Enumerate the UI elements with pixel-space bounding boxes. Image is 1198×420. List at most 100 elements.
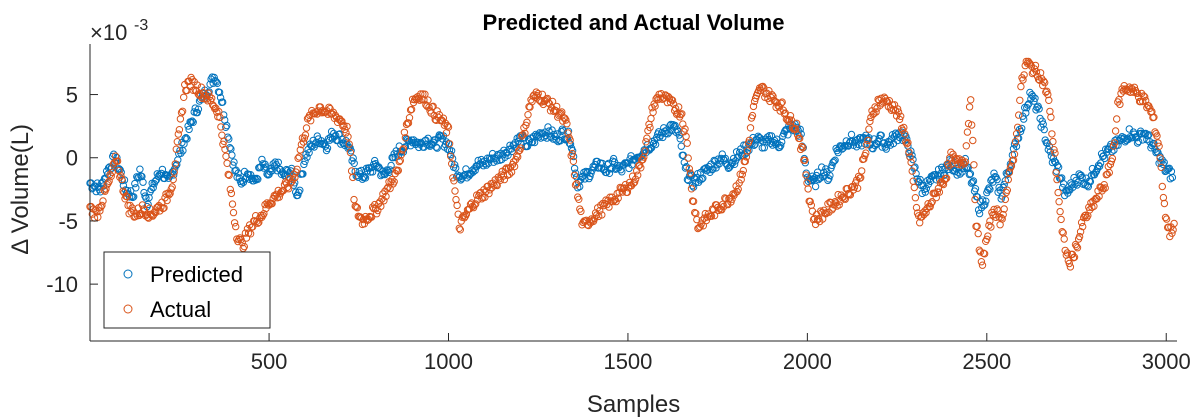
- point-actual: [343, 122, 351, 131]
- point-predicted: [559, 127, 567, 135]
- point-predicted: [299, 170, 307, 178]
- point-actual: [1045, 96, 1053, 105]
- point-actual: [451, 187, 459, 195]
- point-actual: [792, 119, 801, 128]
- point-actual: [777, 99, 785, 108]
- point-actual: [684, 154, 692, 162]
- point-predicted: [982, 197, 990, 205]
- point-predicted: [311, 140, 319, 148]
- point-actual: [94, 213, 102, 221]
- point-actual: [786, 112, 795, 120]
- point-actual: [738, 170, 746, 179]
- point-actual: [1139, 97, 1147, 106]
- point-actual: [174, 130, 183, 138]
- point-actual: [570, 171, 579, 180]
- point-predicted: [762, 138, 771, 146]
- point-actual: [728, 195, 736, 203]
- point-actual: [168, 183, 176, 191]
- point-actual: [216, 113, 224, 122]
- series-layer: [86, 57, 1178, 271]
- point-actual: [445, 140, 454, 148]
- legend-entry-actual: Actual: [150, 297, 211, 322]
- point-actual: [905, 148, 913, 156]
- point-actual: [651, 102, 659, 110]
- point-actual: [682, 132, 690, 141]
- point-predicted: [530, 138, 539, 147]
- point-actual: [609, 197, 617, 206]
- point-actual: [390, 178, 398, 186]
- x-axis-label: Samples: [587, 391, 680, 418]
- point-actual: [188, 76, 196, 84]
- point-predicted: [303, 153, 311, 161]
- point-actual: [773, 98, 781, 107]
- point-actual: [1140, 92, 1148, 100]
- point-actual: [960, 160, 968, 168]
- point-actual: [175, 126, 184, 134]
- point-actual: [1043, 87, 1051, 96]
- point-actual: [961, 158, 969, 166]
- point-actual: [107, 172, 115, 180]
- point-predicted: [1024, 101, 1032, 109]
- point-actual: [398, 146, 407, 154]
- point-actual: [462, 210, 471, 218]
- point-actual: [641, 147, 649, 155]
- point-predicted: [777, 141, 785, 150]
- axes-layer: 500 1000 1500 2000 2500 3000 -10 -5 0 5: [46, 44, 1191, 374]
- point-actual: [841, 195, 849, 203]
- point-actual: [790, 124, 799, 133]
- point-actual: [1041, 78, 1049, 87]
- point-predicted: [447, 147, 456, 155]
- point-predicted: [1134, 137, 1143, 146]
- point-predicted: [222, 123, 230, 132]
- point-actual: [630, 178, 639, 186]
- point-predicted: [958, 168, 966, 176]
- point-actual: [686, 169, 695, 177]
- point-actual: [98, 201, 106, 210]
- point-actual: [519, 131, 527, 139]
- point-actual: [1047, 113, 1055, 121]
- point-actual: [400, 128, 409, 137]
- point-actual: [1108, 154, 1117, 163]
- point-predicted: [332, 131, 340, 140]
- point-actual: [1073, 244, 1082, 252]
- y-exponent-power: -3: [134, 17, 148, 34]
- point-predicted: [1040, 125, 1048, 134]
- point-actual: [999, 210, 1007, 219]
- chart-title: Predicted and Actual Volume: [483, 10, 785, 35]
- point-predicted: [548, 126, 556, 134]
- point-actual: [472, 200, 480, 208]
- point-actual: [1095, 192, 1103, 201]
- point-actual: [739, 166, 747, 175]
- point-actual: [399, 145, 408, 153]
- point-actual: [772, 103, 780, 112]
- point-actual: [1010, 150, 1019, 158]
- point-actual: [299, 138, 308, 146]
- point-actual: [382, 192, 390, 201]
- point-actual: [1153, 132, 1161, 140]
- point-predicted: [212, 78, 221, 86]
- point-actual: [828, 206, 836, 214]
- point-actual: [453, 201, 461, 210]
- point-actual: [698, 216, 706, 225]
- point-actual: [108, 168, 116, 177]
- point-predicted: [132, 184, 140, 192]
- point-predicted: [956, 170, 964, 178]
- point-actual: [116, 173, 124, 182]
- point-actual: [901, 130, 909, 138]
- point-actual: [1050, 146, 1058, 154]
- point-predicted: [187, 118, 195, 127]
- point-predicted: [1095, 162, 1104, 171]
- point-predicted: [324, 135, 333, 143]
- point-actual: [678, 110, 686, 118]
- point-actual: [1075, 232, 1084, 241]
- point-predicted: [1049, 154, 1058, 162]
- point-actual: [577, 207, 585, 216]
- point-actual: [1150, 113, 1158, 121]
- point-actual: [225, 171, 233, 180]
- point-predicted: [213, 79, 222, 88]
- point-actual: [242, 234, 251, 242]
- point-predicted: [882, 145, 890, 153]
- point-predicted: [1031, 94, 1039, 103]
- point-predicted: [923, 177, 931, 185]
- point-actual: [588, 216, 597, 225]
